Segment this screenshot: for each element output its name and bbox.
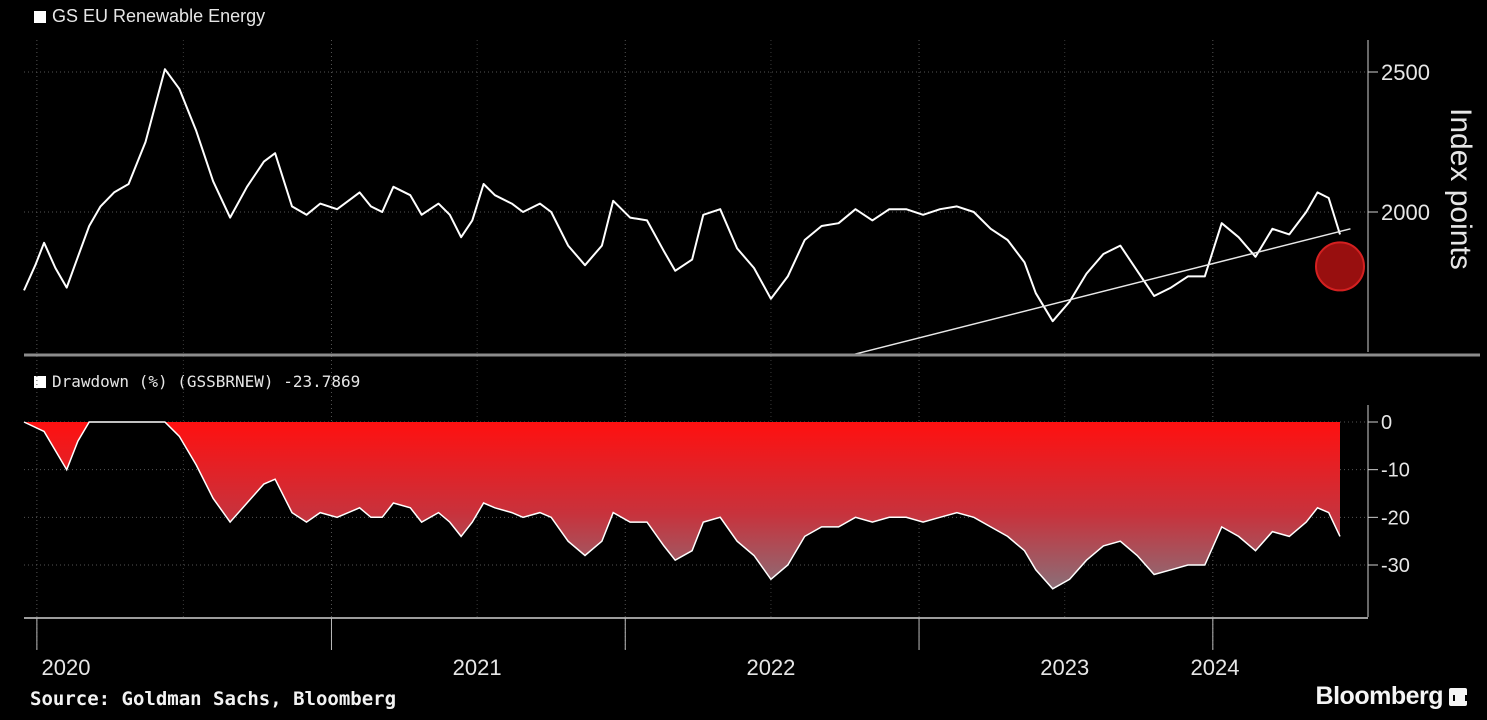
legend-swatch bbox=[34, 10, 46, 23]
y-tick-label: 0 bbox=[1381, 412, 1392, 434]
y-tick-label: -20 bbox=[1381, 507, 1410, 529]
bloomberg-logo: Bloomberg bbox=[1316, 682, 1467, 711]
y-axis-title: Index points bbox=[1444, 108, 1477, 270]
y-tick-label: 2500 bbox=[1381, 60, 1430, 85]
bottom-legend-label: Drawdown (%) (GSSBRNEW) -23.7869 bbox=[52, 372, 361, 391]
x-tick-label: 2024 bbox=[1191, 655, 1240, 680]
y-tick-label: 2000 bbox=[1381, 200, 1430, 225]
support-trendline bbox=[852, 228, 1351, 356]
terminal-icon bbox=[1449, 687, 1467, 706]
x-tick-label: 2023 bbox=[1040, 655, 1089, 680]
highlight-circle bbox=[1315, 241, 1365, 292]
x-tick-label: 2021 bbox=[453, 655, 502, 680]
top-legend-label: GS EU Renewable Energy bbox=[52, 6, 266, 26]
top-chart-legend: GS EU Renewable Energy bbox=[34, 6, 265, 27]
source-note: Source: Goldman Sachs, Bloomberg bbox=[30, 688, 397, 710]
x-tick-label: 2022 bbox=[746, 655, 795, 680]
y-tick-label: -10 bbox=[1381, 460, 1410, 482]
x-tick-label: 2020 bbox=[42, 655, 91, 680]
y-tick-label: -30 bbox=[1381, 555, 1410, 577]
drawdown-area bbox=[24, 422, 1340, 589]
drawdown-line bbox=[23, 421, 1341, 590]
index-series-line bbox=[23, 68, 1341, 323]
brand-name: Bloomberg bbox=[1315, 682, 1444, 710]
